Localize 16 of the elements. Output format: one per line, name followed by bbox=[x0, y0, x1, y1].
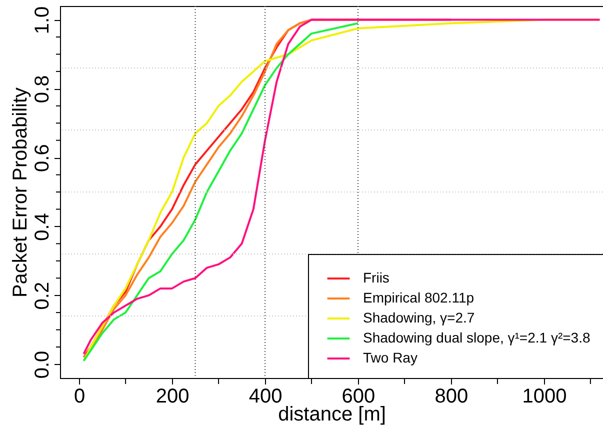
legend-label: Shadowing, γ=2.7 bbox=[363, 310, 475, 326]
y-tick-label: 0.6 bbox=[32, 144, 54, 172]
x-tick-label: 200 bbox=[156, 386, 190, 408]
y-tick-label: 1.0 bbox=[32, 6, 54, 34]
x-tick-label: 1000 bbox=[522, 386, 567, 408]
y-tick-label: 0.4 bbox=[32, 213, 54, 241]
x-tick-label: 800 bbox=[434, 386, 468, 408]
y-axis-title: Packet Error Probability bbox=[10, 87, 32, 298]
legend-label: Shadowing dual slope, γ¹=2.1 γ²=3.8 bbox=[363, 330, 590, 346]
y-tick-label: 0.0 bbox=[32, 350, 54, 379]
y-tick-label: 0.2 bbox=[32, 282, 54, 310]
x-tick-label: 0 bbox=[74, 386, 86, 408]
legend-label: Friis bbox=[363, 270, 390, 286]
legend-label: Empirical 802.11p bbox=[363, 290, 474, 306]
legend-label: Two Ray bbox=[363, 350, 418, 366]
y-tick-label: 0.8 bbox=[32, 75, 54, 104]
